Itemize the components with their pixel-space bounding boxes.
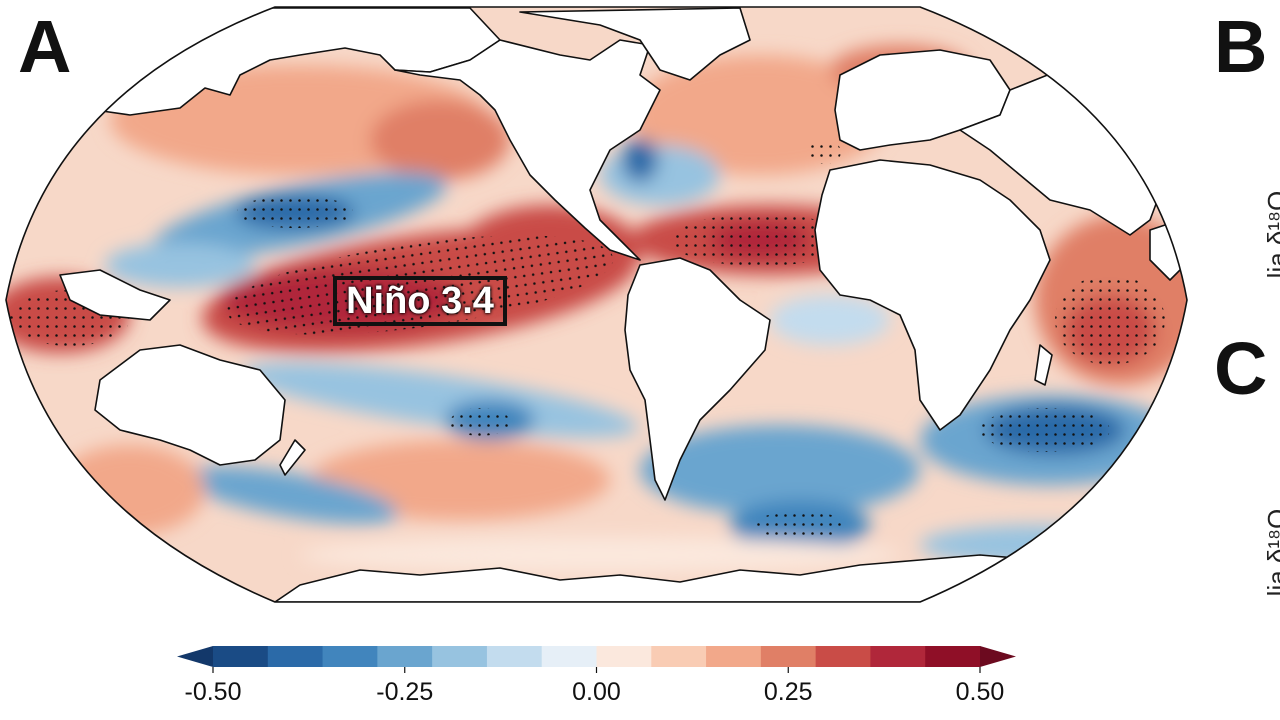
anomaly-south-atlantic-neutral — [770, 295, 890, 345]
land-madagascar — [1034, 344, 1053, 386]
panel-label-b: B — [1214, 5, 1268, 88]
stipple-south-pacific — [450, 408, 510, 436]
colorbar-segment — [486, 646, 543, 667]
stipple-southern-indian — [980, 408, 1110, 452]
colorbar-tick-label: -0.50 — [184, 678, 242, 706]
anomaly-gulf-stream-cold — [600, 145, 720, 205]
land-africa — [814, 159, 1051, 431]
panel-label-a: A — [18, 5, 72, 88]
anomaly-south-atlantic-cold — [640, 425, 920, 515]
nino34-region-label: Niño 3.4 — [333, 276, 507, 326]
land-south-america — [624, 257, 771, 501]
colorbar-segment — [322, 646, 378, 667]
colorbar-segment — [651, 646, 707, 667]
colorbar-segment — [870, 646, 926, 667]
land-australia — [94, 344, 286, 466]
anomaly-south-pacific-cold-band — [241, 362, 639, 438]
colorbar-extend-low — [177, 646, 213, 667]
stipple-kuroshio — [237, 196, 353, 228]
land-new-zealand — [279, 439, 306, 476]
colorbar-segment — [377, 646, 433, 667]
colorbar-tick-label: -0.25 — [376, 678, 434, 706]
significance-stippling — [10, 140, 1165, 539]
colorbar-segment — [267, 646, 324, 667]
colorbar — [177, 646, 1016, 673]
colorbar-segment — [760, 646, 817, 667]
colorbar-segment — [706, 646, 762, 667]
colorbar-extend-high — [980, 646, 1016, 667]
stipple-south-atlantic — [755, 511, 845, 539]
colorbar-segment — [596, 646, 652, 667]
anomaly-south-pacific-warm — [310, 440, 610, 520]
stipple-tropical-atlantic — [670, 214, 850, 266]
anomaly-north-pacific-core — [370, 100, 510, 180]
colorbar-segment — [213, 646, 269, 667]
land-greenland — [519, 7, 751, 81]
land-maritime-continent — [59, 269, 171, 321]
anomaly-antarctic-fringe — [300, 537, 900, 573]
colorbar-tick-label: 0.25 — [763, 678, 813, 706]
anomaly-west-pacific-cold — [105, 243, 255, 287]
anomaly-gulf-stream-core — [622, 138, 658, 182]
land-north-america — [394, 39, 661, 261]
anomaly-tasman-cold — [181, 466, 399, 524]
colorbar-segment — [432, 646, 488, 667]
colorbar-segment — [541, 646, 597, 667]
stipple-tropical-pacific — [226, 235, 614, 335]
colorbar-tick-label: 0.00 — [572, 678, 621, 706]
panel-label-c: C — [1214, 327, 1268, 410]
colorbar-tick-label: 0.50 — [955, 678, 1005, 706]
colorbar-segment — [815, 646, 871, 667]
map-outline — [5, 6, 1188, 603]
stipple-indian — [1055, 275, 1165, 365]
colorbar-segment — [925, 646, 981, 667]
stipple-north-atlantic — [809, 140, 841, 164]
